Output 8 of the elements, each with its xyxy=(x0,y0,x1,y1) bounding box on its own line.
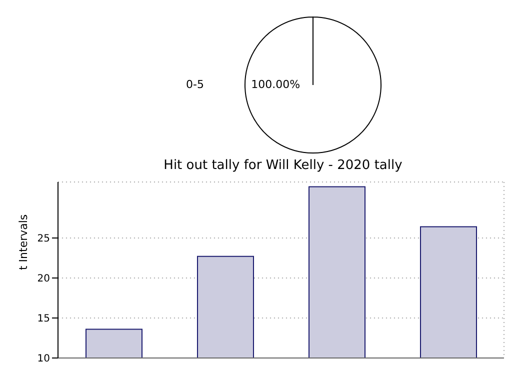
y-axis-title: t Intervals xyxy=(16,214,30,270)
data-label: 100.00% xyxy=(251,78,300,92)
y-tick-label: 15 xyxy=(37,314,50,325)
y-tick-label: 20 xyxy=(37,274,50,285)
chart-title: Hit out tally for Will Kelly - 2020 tally xyxy=(162,158,404,173)
y-tick-label: 25 xyxy=(37,234,50,245)
slice-label: 0-5 xyxy=(186,78,204,92)
y-tick-label: 10 xyxy=(37,354,50,365)
